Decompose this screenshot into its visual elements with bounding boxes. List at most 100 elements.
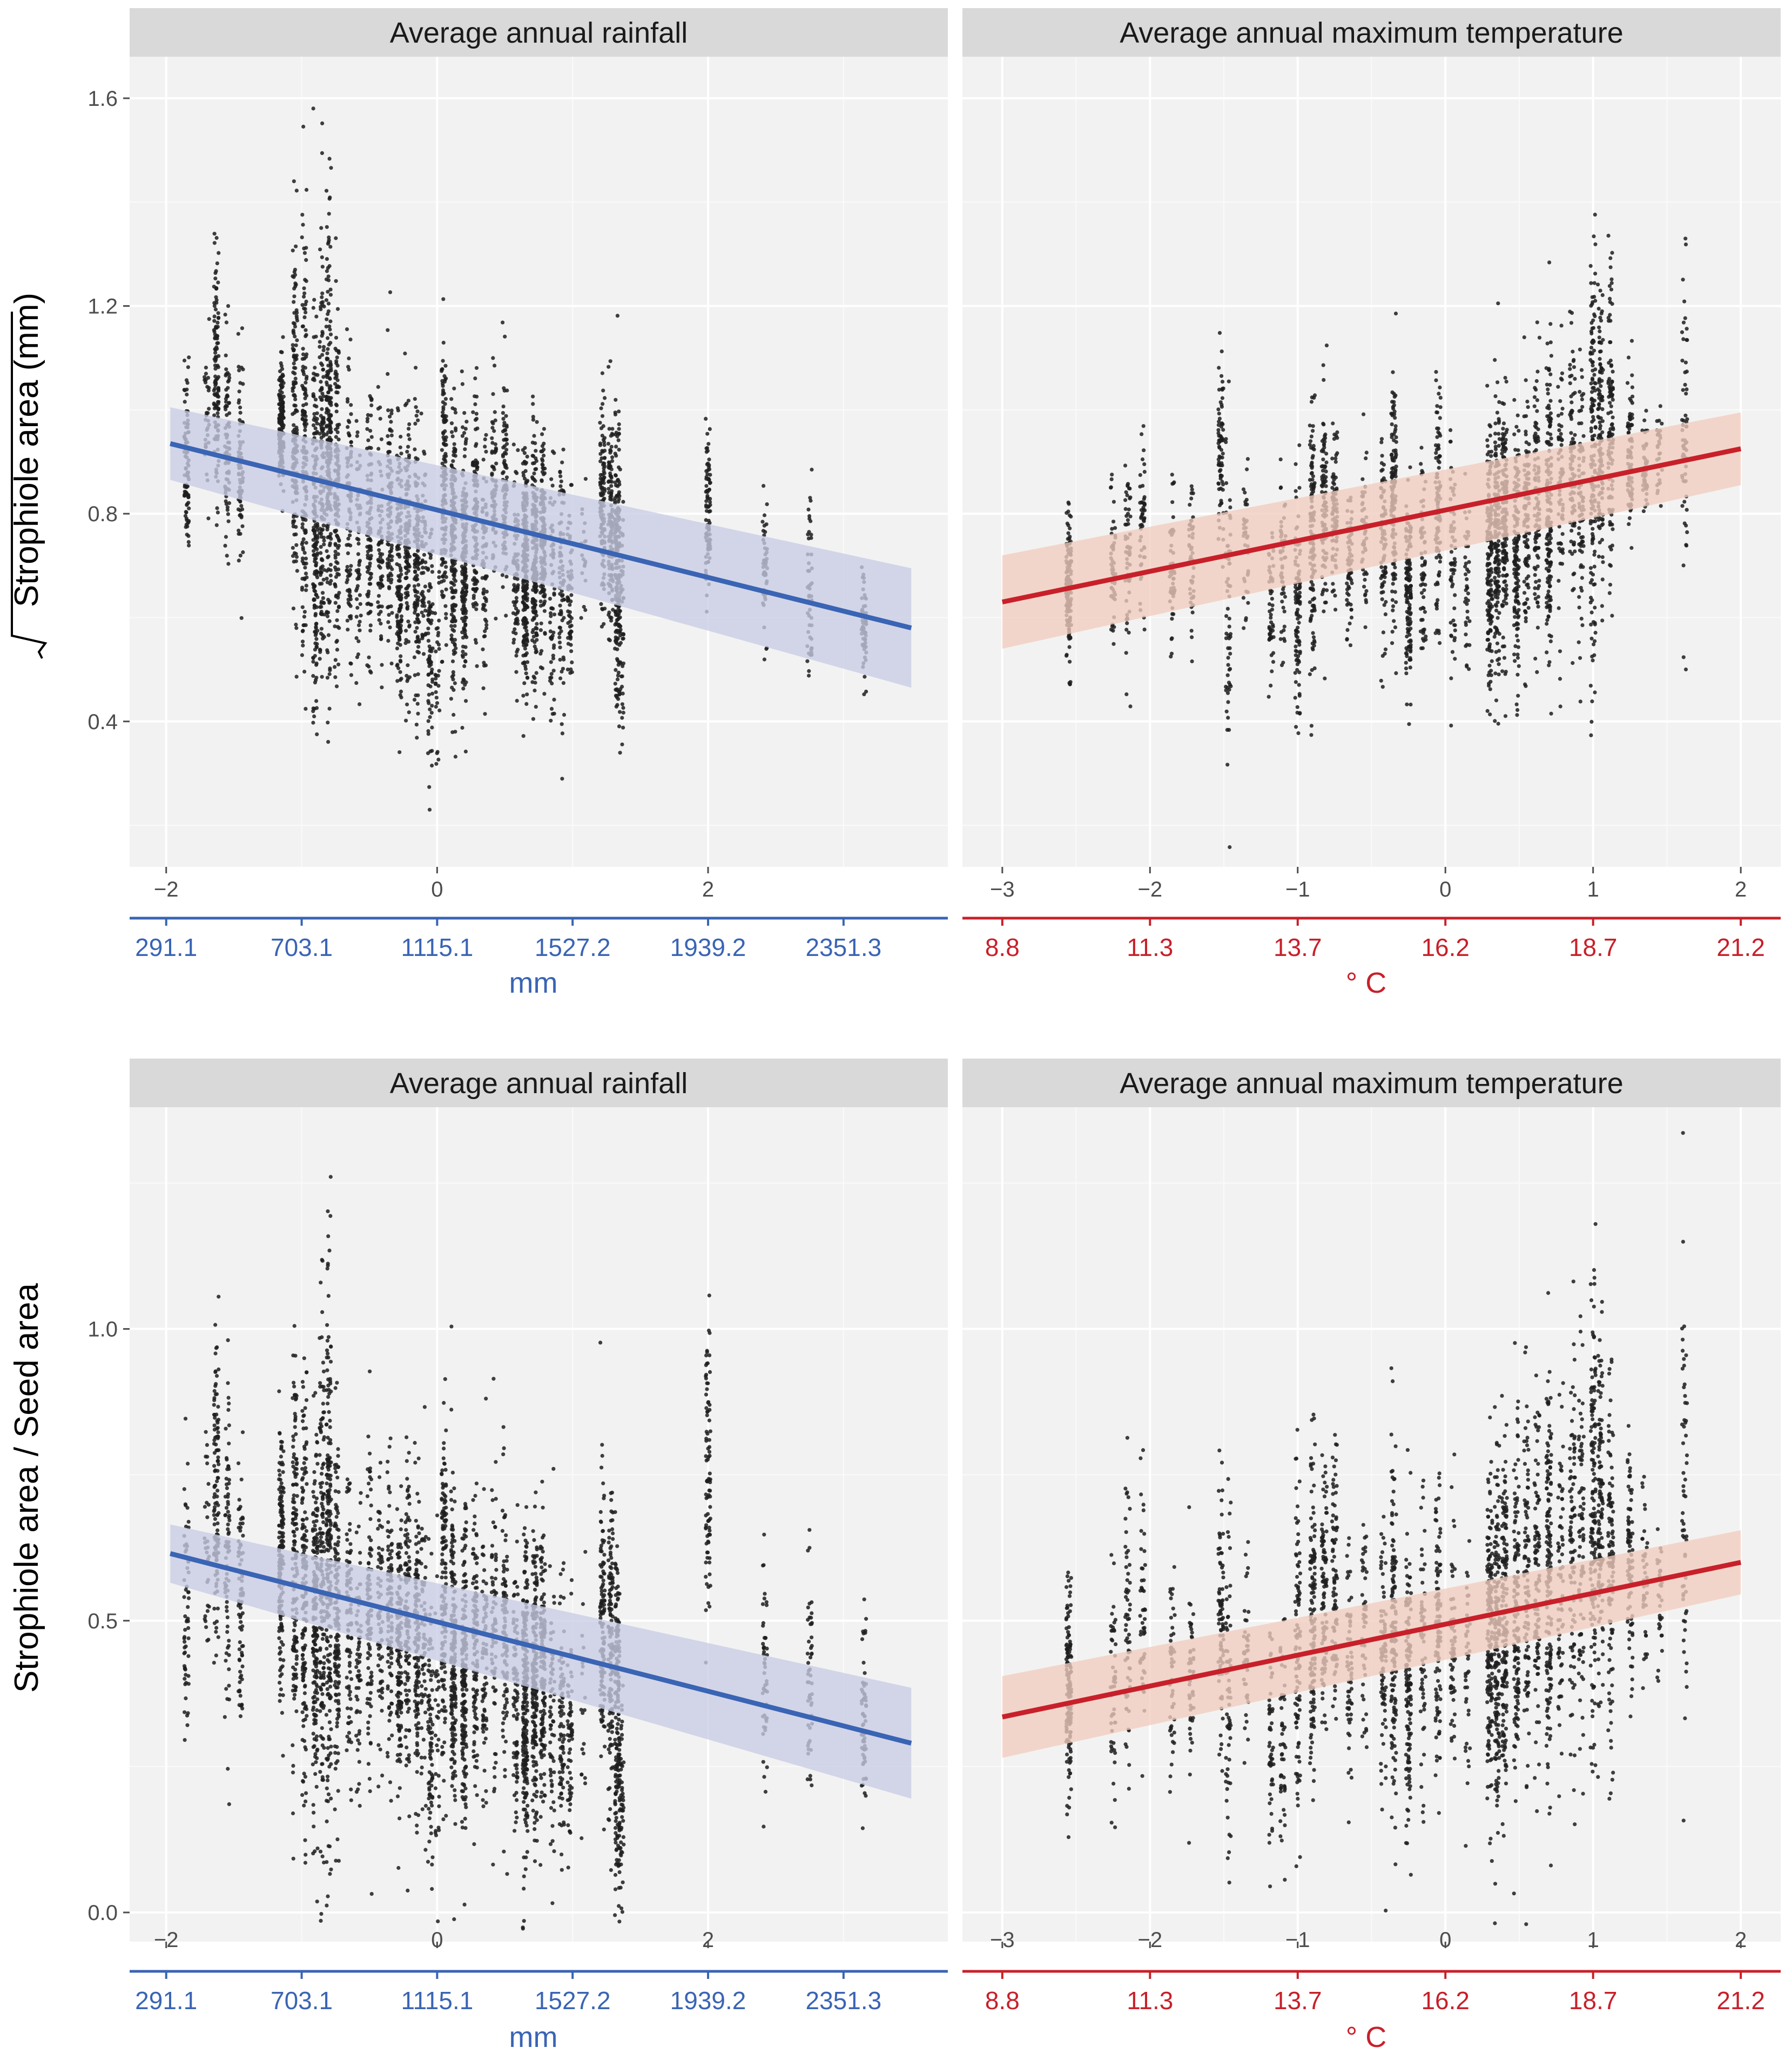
data-point — [214, 286, 218, 291]
data-point — [413, 569, 417, 574]
data-point — [315, 522, 320, 526]
data-point — [321, 527, 325, 532]
data-point — [327, 435, 332, 440]
data-point — [389, 546, 394, 550]
data-point — [403, 565, 408, 570]
data-point — [355, 536, 359, 541]
data-point — [225, 393, 230, 398]
data-point — [423, 584, 428, 589]
data-point — [614, 444, 618, 449]
data-point — [483, 444, 487, 449]
data-point — [473, 402, 477, 407]
data-point — [453, 449, 457, 454]
data-point — [704, 484, 709, 488]
data-point — [399, 603, 403, 607]
data-point — [549, 706, 554, 711]
data-point — [334, 594, 339, 598]
data-point — [301, 643, 305, 648]
data-point — [515, 698, 519, 703]
data-point — [225, 554, 229, 558]
data-point — [311, 106, 315, 111]
data-point — [321, 535, 326, 540]
data-point — [216, 311, 220, 315]
data-point — [504, 432, 508, 437]
data-point — [349, 662, 353, 666]
data-point — [407, 422, 412, 427]
data-point — [369, 398, 374, 402]
data-point — [294, 343, 298, 347]
data-point — [358, 619, 362, 624]
data-point — [531, 609, 535, 614]
data-point — [419, 412, 423, 416]
data-point — [474, 641, 479, 645]
data-point — [320, 363, 325, 367]
data-point — [707, 463, 711, 467]
data-point — [462, 664, 467, 668]
data-point — [334, 385, 339, 389]
data-point — [607, 463, 611, 468]
data-point — [225, 505, 230, 509]
data-point — [292, 270, 297, 274]
data-point — [762, 484, 766, 488]
data-point — [558, 625, 562, 630]
data-point — [462, 603, 466, 607]
data-point — [450, 603, 454, 608]
data-point — [281, 374, 285, 378]
data-point — [533, 467, 537, 472]
data-point — [325, 580, 330, 584]
data-point — [386, 638, 390, 643]
data-point — [501, 405, 506, 409]
data-point — [280, 390, 284, 395]
data-point — [349, 403, 353, 407]
data-point — [395, 663, 400, 667]
data-point — [365, 592, 369, 597]
data-point — [303, 307, 307, 311]
data-point — [328, 293, 333, 297]
data-point — [524, 620, 529, 624]
data-point — [337, 422, 341, 427]
data-point — [365, 565, 369, 569]
data-point — [240, 326, 244, 331]
data-point — [318, 648, 322, 652]
data-point — [504, 614, 508, 618]
data-point — [443, 363, 448, 368]
data-point — [463, 568, 467, 572]
data-point — [566, 636, 570, 640]
data-point — [412, 698, 417, 702]
data-point — [334, 684, 339, 689]
data-point — [437, 570, 441, 574]
data-point — [304, 187, 309, 192]
data-point — [325, 269, 329, 273]
data-point — [607, 637, 611, 642]
data-point — [321, 432, 326, 436]
data-point — [328, 327, 332, 332]
data-point — [321, 345, 326, 349]
data-point — [389, 604, 393, 609]
data-point — [320, 295, 324, 299]
data-point — [523, 590, 528, 594]
data-point — [549, 672, 554, 676]
data-point — [377, 548, 381, 553]
data-point — [453, 454, 457, 458]
data-point — [404, 629, 408, 633]
data-point — [435, 640, 440, 644]
data-point — [183, 514, 187, 518]
data-point — [473, 570, 477, 574]
data-point — [765, 502, 769, 507]
data-point — [376, 385, 380, 389]
data-point — [328, 531, 333, 536]
data-point — [428, 707, 432, 711]
data-point — [601, 437, 606, 442]
data-point — [426, 751, 430, 756]
data-point — [314, 605, 319, 609]
data-point — [294, 543, 299, 547]
data-point — [279, 383, 283, 387]
data-point — [213, 336, 217, 341]
data-point — [325, 357, 329, 362]
data-point — [238, 418, 242, 422]
data-point — [569, 649, 574, 654]
data-point — [312, 394, 316, 399]
data-point — [302, 670, 307, 674]
data-point — [314, 541, 319, 545]
data-point — [522, 643, 526, 648]
